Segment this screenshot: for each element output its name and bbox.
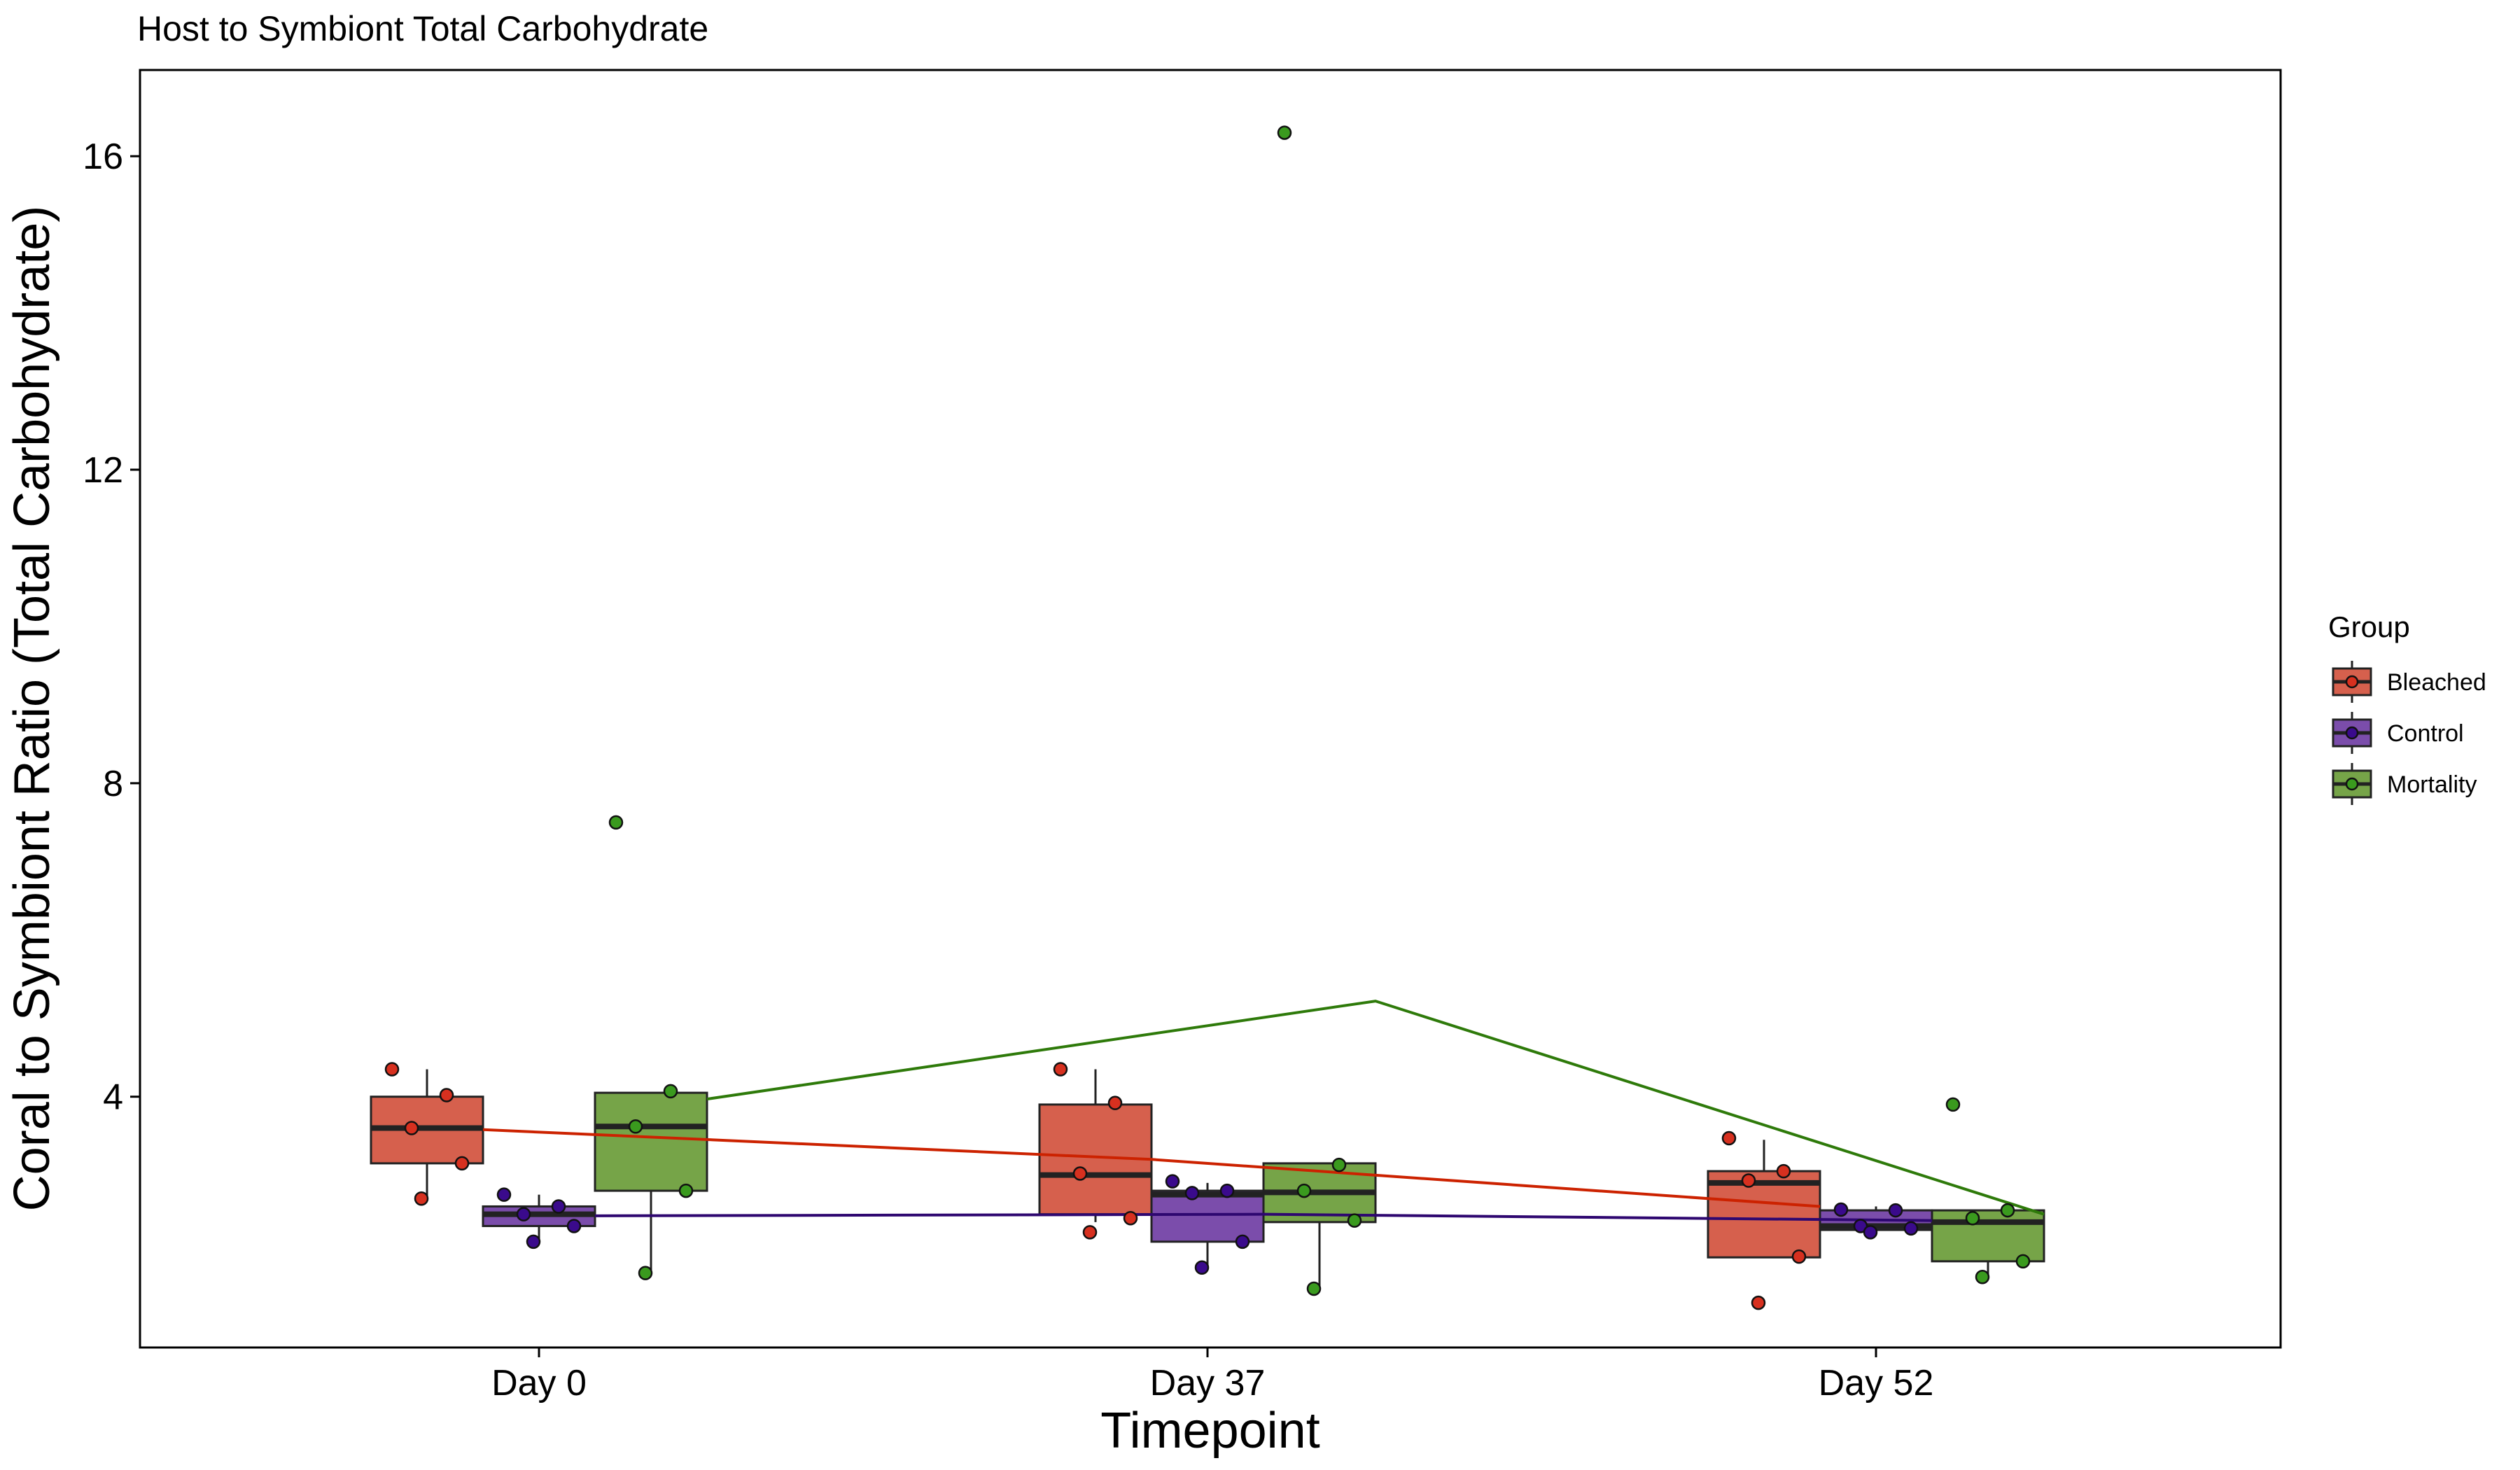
data-point-bleached (454, 1156, 470, 1171)
legend-item-mortality: Mortality (2332, 763, 2477, 805)
data-point-bleached (1741, 1173, 1756, 1188)
legend-key-point (2345, 726, 2359, 740)
data-point-control (1194, 1260, 1210, 1275)
data-point-bleached (1751, 1295, 1766, 1310)
data-point-mortality (1277, 125, 1292, 140)
legend-item-bleached: Bleached (2332, 661, 2486, 703)
data-point-mortality (1347, 1213, 1362, 1228)
data-point-bleached (404, 1121, 419, 1135)
x-tick-label: Day 37 (1150, 1363, 1266, 1404)
data-point-bleached (1107, 1096, 1123, 1110)
chart-title: Host to Symbiont Total Carbohydrate (137, 9, 708, 48)
data-point-control (496, 1187, 512, 1202)
data-point-bleached (1053, 1062, 1068, 1077)
y-tick-label: 16 (83, 136, 123, 177)
x-tick-label: Day 0 (491, 1363, 587, 1404)
data-point-control (516, 1207, 531, 1222)
mean-lines-layer (482, 1000, 2045, 1222)
legend-label: Mortality (2387, 771, 2477, 798)
box-bleached (1038, 1069, 1153, 1222)
data-point-control (1235, 1234, 1250, 1250)
points-layer (384, 125, 2031, 1310)
data-point-mortality (2015, 1254, 2031, 1269)
data-point-mortality (1296, 1183, 1312, 1198)
box-body (594, 1091, 708, 1192)
data-point-control (1888, 1203, 1903, 1218)
data-point-mortality (663, 1084, 678, 1099)
data-point-control (1165, 1174, 1180, 1189)
data-point-bleached (1721, 1130, 1737, 1146)
legend-title: Group (2328, 610, 2410, 643)
y-axis: 4 8 12 16 (83, 136, 140, 1118)
data-point-bleached (1791, 1249, 1807, 1264)
legend-item-control: Control (2332, 712, 2464, 754)
boxes-layer (370, 1069, 2045, 1289)
mean-line-mortality (706, 1000, 2045, 1216)
mean-line-bleached (482, 1128, 1821, 1208)
box-mortality (594, 1091, 708, 1273)
data-point-control (1863, 1225, 1878, 1240)
box-bleached (1707, 1140, 1821, 1259)
box-body (1150, 1189, 1265, 1243)
legend-key-point (2345, 777, 2359, 791)
x-axis-title: Timepoint (1100, 1403, 1320, 1459)
box-bleached (370, 1069, 484, 1199)
data-point-mortality (1945, 1097, 1961, 1112)
data-point-bleached (439, 1088, 454, 1102)
plot-frame (139, 69, 2282, 1349)
data-point-control (566, 1219, 582, 1233)
data-point-mortality (678, 1183, 694, 1198)
legend-label: Control (2387, 720, 2464, 747)
data-point-mortality (2000, 1203, 2015, 1218)
y-tick-label: 8 (103, 764, 123, 804)
y-tick-label: 4 (103, 1077, 123, 1118)
data-point-control (1903, 1221, 1919, 1236)
data-point-control (551, 1199, 566, 1214)
data-point-mortality (608, 815, 624, 830)
data-point-mortality (638, 1266, 653, 1280)
x-axis: Day 0 Day 37 Day 52 (491, 1348, 1933, 1404)
mean-line-control (594, 1212, 1933, 1222)
data-point-mortality (628, 1119, 643, 1134)
data-point-mortality (1331, 1157, 1347, 1172)
data-point-mortality (1965, 1211, 1980, 1226)
data-point-control (1833, 1202, 1849, 1217)
data-point-bleached (1776, 1163, 1791, 1179)
y-tick-label: 12 (83, 450, 123, 491)
y-axis-title: Coral to Symbiont Ratio (Total Carbohydr… (4, 206, 60, 1212)
legend-key-point (2345, 675, 2359, 689)
data-point-bleached (1072, 1166, 1088, 1181)
box-body (1931, 1209, 2045, 1263)
legend: Group Bleached Control Mortality (2328, 610, 2486, 805)
data-point-bleached (414, 1191, 429, 1206)
data-point-control (526, 1234, 541, 1250)
data-point-control (1853, 1219, 1868, 1233)
data-point-bleached (1123, 1211, 1138, 1226)
box-mortality (1931, 1209, 2045, 1278)
data-point-bleached (1082, 1225, 1098, 1240)
data-point-control (1184, 1186, 1200, 1200)
box-control (1150, 1182, 1265, 1266)
x-tick-label: Day 52 (1819, 1363, 1934, 1404)
data-point-mortality (1306, 1281, 1322, 1296)
data-point-mortality (1975, 1269, 1990, 1284)
box-control (482, 1194, 596, 1242)
legend-label: Bleached (2387, 669, 2486, 696)
data-point-control (1219, 1183, 1235, 1198)
data-point-bleached (384, 1062, 400, 1077)
